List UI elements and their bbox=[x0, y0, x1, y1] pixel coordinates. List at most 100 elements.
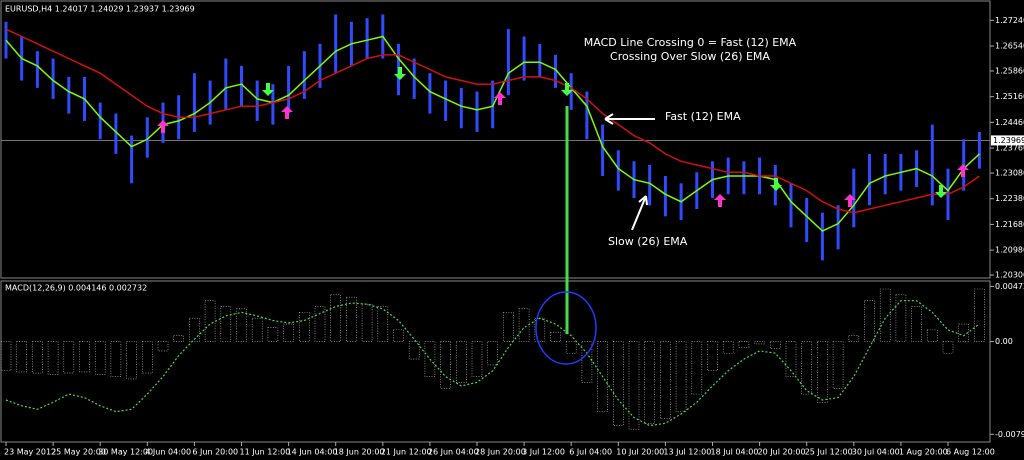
sell-arrow bbox=[394, 67, 406, 80]
signal-line bbox=[5, 300, 980, 427]
macd-bar bbox=[660, 341, 671, 419]
y-tick-label: 0.004722 bbox=[995, 282, 1024, 291]
macd-bar bbox=[974, 288, 985, 342]
x-tick-label: 13 Jul 12:00 bbox=[663, 448, 711, 457]
x-tick-label: 28 Jun 20:00 bbox=[475, 448, 526, 457]
macd-bar bbox=[722, 341, 734, 354]
x-tick-label: 14 Jun 04:00 bbox=[287, 448, 338, 457]
macd-bar bbox=[911, 306, 922, 342]
x-tick-label: 3 Jul 12:00 bbox=[522, 448, 565, 457]
macd-bar bbox=[267, 327, 279, 342]
macd-bar bbox=[314, 306, 326, 342]
macd-bar bbox=[879, 288, 891, 342]
x-tick-label: 25 Jul 12:00 bbox=[805, 448, 853, 457]
macd-bar bbox=[236, 308, 247, 342]
x-tick-label: 4 Jun 04:00 bbox=[145, 448, 191, 457]
y-tick-label: 1.20980 bbox=[995, 246, 1024, 255]
y-tick-label: 1.24460 bbox=[995, 118, 1024, 127]
macd-bar bbox=[346, 296, 357, 342]
macd-bar bbox=[110, 341, 122, 377]
pointer-arrow bbox=[604, 113, 655, 125]
y-tick-label: 1.25860 bbox=[995, 67, 1024, 76]
last-price-box bbox=[991, 135, 1024, 146]
macd-bar bbox=[0, 341, 12, 372]
y-tick-label: 1.23760 bbox=[995, 144, 1024, 153]
y-tick-label: 1.25160 bbox=[995, 92, 1024, 101]
macd-bar bbox=[79, 341, 90, 373]
crossing-circle bbox=[535, 291, 597, 365]
macd-bar bbox=[487, 341, 499, 366]
macd-bar bbox=[142, 341, 153, 374]
x-tick-label: 26 Jun 04:00 bbox=[428, 448, 479, 457]
y-tick-label: 1.27240 bbox=[995, 16, 1024, 25]
macd-bar bbox=[455, 341, 467, 383]
macd-bar bbox=[283, 323, 294, 342]
macd-bar bbox=[754, 341, 765, 345]
macd-bar bbox=[565, 341, 577, 354]
y-tick-label: 1.23080 bbox=[995, 169, 1024, 178]
x-tick-label: 11 Jun 12:00 bbox=[240, 448, 291, 457]
macd-bar bbox=[126, 341, 137, 380]
macd-bar bbox=[157, 341, 169, 352]
macd-bar bbox=[94, 341, 106, 375]
macd-bar bbox=[644, 341, 656, 424]
y-tick-label: 0.00 bbox=[995, 337, 1013, 346]
macd-bar bbox=[612, 341, 624, 426]
macd-bar bbox=[298, 312, 310, 342]
macd-bar bbox=[330, 294, 342, 342]
price-panel bbox=[0, 0, 991, 279]
price-title: EURUSD,H4 1.24017 1.24029 1.23937 1.2396… bbox=[5, 5, 195, 14]
x-tick-label: 21 Jun 12:00 bbox=[381, 448, 432, 457]
buy-arrow bbox=[844, 194, 856, 207]
sell-arrow bbox=[935, 185, 947, 198]
macd-bar bbox=[189, 317, 200, 342]
macd-bar bbox=[801, 341, 813, 395]
sell-arrow bbox=[770, 178, 782, 191]
x-tick-label: 6 Aug 12:00 bbox=[946, 448, 995, 457]
macd-bar bbox=[408, 341, 420, 360]
x-tick-label: 18 Jun 20:00 bbox=[334, 448, 385, 457]
y-tick-label: 1.22380 bbox=[995, 194, 1024, 203]
buy-arrow bbox=[281, 106, 293, 119]
x-tick-label: 30 May 12:00 bbox=[98, 448, 153, 457]
macd-bar bbox=[738, 341, 750, 348]
annotation: Slow (26) EMA bbox=[608, 235, 688, 248]
x-tick-label: 30 Jul 04:00 bbox=[852, 448, 900, 457]
sell-arrow bbox=[262, 83, 274, 96]
macd-bar bbox=[707, 341, 718, 372]
macd-bar bbox=[597, 341, 608, 412]
macd-bar bbox=[424, 341, 436, 377]
macd-bar bbox=[817, 341, 828, 403]
macd-bar bbox=[926, 329, 938, 342]
x-tick-label: 6 Jul 04:00 bbox=[569, 448, 612, 457]
annotation: MACD Line Crossing 0 = Fast (12) EMA bbox=[584, 36, 797, 49]
macd-bar bbox=[581, 341, 593, 383]
buy-arrow bbox=[157, 120, 169, 133]
macd-bar bbox=[832, 341, 844, 389]
macd-bar bbox=[958, 323, 970, 342]
macd-bar bbox=[550, 331, 561, 342]
x-tick-label: 20 Jul 20:00 bbox=[758, 448, 806, 457]
macd-bar bbox=[691, 341, 703, 395]
x-tick-label: 10 Jul 20:00 bbox=[616, 448, 664, 457]
macd-bar bbox=[848, 335, 860, 342]
macd-bar bbox=[47, 341, 59, 375]
macd-bar bbox=[785, 341, 797, 377]
macd-bar bbox=[864, 300, 875, 342]
macd-bar bbox=[440, 341, 451, 389]
macd-title: MACD(12,26,9) 0.004146 0.002732 bbox=[5, 284, 147, 293]
ema-line bbox=[5, 35, 980, 232]
last-price-label: 1.23969 bbox=[993, 136, 1024, 145]
macd-bar bbox=[32, 341, 43, 374]
macd-bar bbox=[377, 306, 389, 342]
macd-bar bbox=[675, 341, 687, 412]
x-tick-label: 6 Jun 20:00 bbox=[192, 448, 238, 457]
macd-bar bbox=[393, 329, 404, 342]
y-tick-label: -0.00794 bbox=[995, 430, 1024, 439]
sell-arrow bbox=[561, 83, 573, 96]
buy-arrow bbox=[494, 92, 506, 105]
x-tick-label: 18 Jul 04:00 bbox=[711, 448, 759, 457]
buy-arrow bbox=[714, 194, 726, 207]
